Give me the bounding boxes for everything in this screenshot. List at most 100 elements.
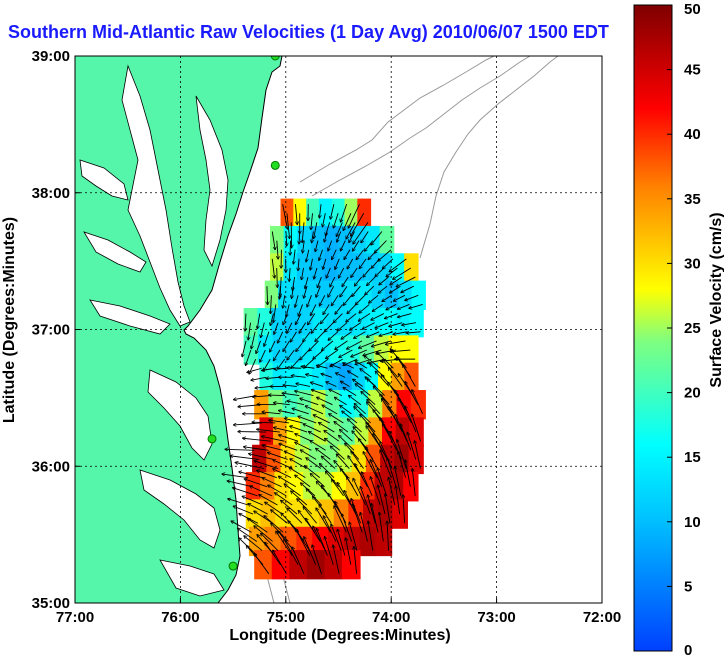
velocity-arrow	[353, 504, 363, 533]
velocity-arrow	[376, 372, 390, 387]
velocity-arrow	[303, 331, 311, 342]
velocity-arrow	[305, 466, 320, 479]
velocity-arrow	[398, 304, 410, 309]
velocity-arrow	[278, 331, 284, 343]
chart-title: Southern Mid-Atlantic Raw Velocities (1 …	[8, 22, 609, 42]
velocity-arrow	[370, 460, 383, 487]
velocity-arrow	[270, 313, 274, 326]
velocity-arrow	[363, 349, 382, 356]
velocity-arrow	[363, 452, 378, 478]
velocity-arrow	[250, 486, 273, 497]
velocity-arrow	[282, 393, 300, 397]
velocity-arrow	[307, 295, 312, 306]
velocity-cell	[257, 307, 273, 338]
y-axis-ticks: 35:00 36:00 37:00 38:00 39:00	[32, 48, 80, 612]
velocity-arrow	[286, 213, 290, 238]
velocity-cell	[325, 390, 341, 420]
colorbar-tick-label: 25	[684, 320, 701, 337]
velocity-arrow	[332, 295, 339, 305]
velocity-arrow	[367, 276, 376, 285]
velocity-arrow	[375, 240, 387, 253]
velocity-arrow	[323, 213, 326, 226]
velocity-arrow	[342, 411, 358, 424]
velocity-arrow	[378, 468, 387, 497]
velocity-arrow	[245, 313, 246, 331]
velocity-arrow	[331, 365, 341, 369]
velocity-arrow	[325, 439, 341, 451]
velocity-arrow	[334, 422, 349, 433]
velocity-arrow	[342, 514, 353, 542]
velocity-arrow	[344, 295, 352, 305]
velocity-arrow	[383, 258, 394, 269]
velocity-arrow	[387, 459, 397, 487]
velocity-arrow	[257, 470, 277, 479]
velocity-arrow	[267, 286, 268, 304]
radar-station-marker	[228, 561, 238, 571]
velocity-arrow	[293, 409, 309, 415]
velocity-arrow	[354, 404, 366, 415]
velocity-arrow	[261, 534, 279, 551]
colorbar-tick-label: 15	[684, 449, 701, 466]
velocity-cell	[374, 472, 390, 502]
colorbar-tick-label: 20	[684, 385, 701, 402]
y-tick-label: 35:00	[32, 595, 70, 612]
velocity-arrow	[287, 508, 303, 524]
velocity-arrow	[303, 424, 321, 433]
velocity-arrow	[352, 285, 361, 296]
velocity-arrow	[348, 371, 359, 378]
velocity-arrow	[312, 231, 314, 242]
velocity-arrow	[304, 358, 314, 368]
colorbar-ticks: 0 5 10 15 20 25 30 35 40 45 50	[667, 1, 701, 659]
velocity-arrow	[340, 406, 352, 415]
velocity-arrow	[349, 396, 362, 406]
velocity-cell	[398, 280, 413, 310]
velocity-cell	[365, 444, 382, 475]
velocity-arrow	[265, 502, 283, 515]
velocity-cell	[367, 307, 383, 338]
colorbar-tick-label: 5	[684, 578, 692, 595]
velocity-arrow	[251, 376, 267, 380]
velocity-cell	[287, 335, 303, 365]
velocity-cell	[331, 280, 346, 310]
velocity-arrow	[339, 349, 353, 357]
velocity-arrow	[259, 495, 278, 506]
velocity-arrow	[278, 358, 286, 369]
colorbar-tick-label: 0	[684, 642, 692, 659]
velocity-arrow	[323, 304, 330, 314]
velocity-cell	[311, 390, 327, 420]
velocity-arrow	[324, 516, 337, 542]
velocity-arrow	[363, 322, 375, 329]
velocity-arrow	[300, 399, 319, 406]
velocity-arrow	[380, 450, 392, 478]
velocity-arrow	[268, 453, 288, 460]
velocity-arrow	[353, 240, 360, 251]
velocity-arrow	[283, 385, 297, 386]
velocity-arrow	[337, 530, 346, 556]
velocity-arrow	[356, 249, 364, 260]
velocity-arrow	[296, 529, 311, 556]
velocity-cell	[342, 550, 361, 580]
velocity-arrow	[330, 204, 335, 219]
velocity-arrow	[252, 422, 276, 423]
velocity-arrow	[293, 249, 296, 264]
velocity-cell	[293, 198, 308, 228]
velocity-arrow	[248, 519, 268, 533]
velocity-cell	[338, 362, 353, 393]
velocity-arrow	[336, 373, 346, 378]
velocity-cell	[352, 225, 367, 256]
velocity-arrow	[382, 294, 392, 301]
velocity-cell	[411, 280, 426, 310]
velocity-cell	[368, 417, 383, 447]
velocity-arrow	[311, 322, 320, 333]
velocity-arrow	[296, 313, 302, 325]
velocity-arrow	[228, 499, 249, 506]
velocity-arrow	[344, 491, 357, 515]
velocity-arrow	[373, 304, 383, 311]
velocity-arrow	[344, 249, 351, 259]
velocity-arrow	[314, 267, 318, 279]
velocity-arrow	[263, 445, 284, 451]
velocity-arrow	[295, 204, 297, 224]
x-tick-label: 77:00	[56, 609, 94, 626]
velocity-arrow	[270, 295, 271, 313]
velocity-cell	[357, 198, 372, 228]
